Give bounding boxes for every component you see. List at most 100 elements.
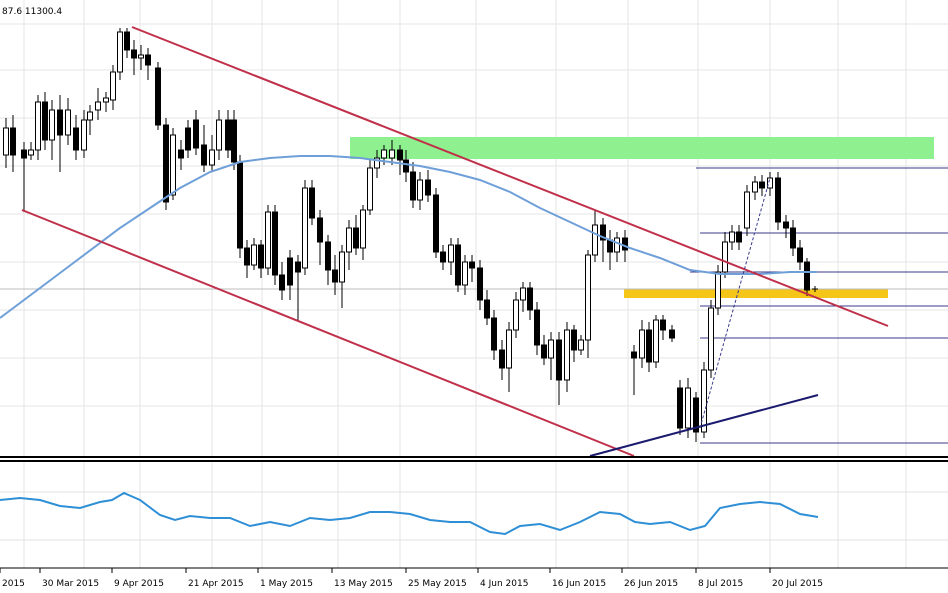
panel-separator: [0, 456, 948, 458]
candle-body: [57, 109, 63, 136]
candle-body: [491, 317, 497, 351]
candle-body: [790, 227, 796, 249]
bull-candle: [520, 282, 526, 312]
candle-body: [381, 149, 387, 159]
candle-body: [571, 329, 577, 351]
bear-candle: [317, 210, 323, 265]
bear-candle: [677, 380, 683, 435]
bear-candle: [397, 145, 403, 175]
x-tick-label: 16 Jun 2015: [552, 579, 606, 589]
candle-body: [117, 31, 123, 73]
bear-candle: [403, 150, 409, 182]
candle-body: [513, 299, 519, 331]
bull-candle: [170, 128, 176, 200]
bear-candle: [736, 225, 742, 250]
bull-candle: [578, 335, 584, 355]
candle-body: [317, 217, 323, 243]
channel-lower-line: [21, 209, 635, 457]
support-zone: [624, 289, 888, 298]
candle-body: [185, 127, 191, 151]
bear-candle: [73, 115, 79, 160]
candle-body: [534, 309, 540, 346]
oscillator-line: [0, 491, 819, 536]
bull-candle: [209, 135, 215, 172]
bear-candle: [469, 255, 475, 282]
bull-candle: [138, 45, 144, 70]
x-tick-label: 30 Mar 2015: [42, 579, 99, 589]
bull-candle: [360, 205, 366, 260]
x-tick-label: 25 May 2015: [408, 579, 467, 589]
bear-candle: [660, 315, 666, 340]
bull-candle: [110, 65, 116, 110]
candle-body: [775, 177, 781, 223]
bear-candle: [631, 345, 637, 395]
candle-body: [21, 149, 27, 159]
bull-candle: [346, 220, 352, 270]
bear-candle: [783, 215, 789, 238]
candle-body: [374, 157, 380, 169]
horizontal-levels: [0, 167, 948, 444]
candle-body: [548, 339, 554, 359]
bear-candle: [440, 245, 446, 270]
candle-body: [693, 397, 699, 433]
x-tick-label: 13 May 2015: [334, 579, 393, 589]
x-tick-label: 8 Jul 2015: [698, 579, 743, 589]
candle-body: [425, 179, 431, 196]
x-tick-label: 4 Jun 2015: [480, 579, 528, 589]
bear-candle: [759, 175, 765, 196]
candle-body: [360, 209, 366, 249]
bull-candle: [95, 88, 101, 120]
bull-candle: [81, 110, 87, 158]
bull-candle: [103, 92, 109, 112]
candle-body: [279, 274, 285, 291]
chart-overlays: [0, 26, 889, 457]
candle-body: [201, 144, 207, 166]
bear-candle: [244, 240, 250, 278]
candle-body: [469, 261, 475, 269]
candle-body: [783, 221, 789, 229]
bear-candle: [332, 255, 338, 295]
candle-body: [397, 149, 403, 161]
channel-upper-line: [131, 26, 889, 327]
bull-candle: [265, 205, 271, 275]
candle-body: [607, 239, 613, 253]
candle-body: [592, 224, 598, 256]
candle-body: [804, 261, 810, 291]
x-axis-tick-labels: 2015 30 Mar 2015 9 Apr 2015 21 Apr 2015 1 Ma…: [0, 568, 823, 589]
bear-candle: [541, 335, 547, 365]
candle-body: [287, 257, 293, 286]
uptrend-line: [589, 394, 819, 457]
bull-candle: [767, 172, 773, 196]
bear-candle: [646, 322, 652, 372]
candle-body: [564, 329, 570, 381]
bear-candle: [178, 140, 184, 170]
bear-candle: [145, 48, 151, 80]
candle-body: [448, 244, 454, 263]
bull-candle: [685, 378, 691, 438]
bear-candle: [425, 170, 431, 202]
price-zones: [350, 137, 934, 298]
candle-body: [124, 31, 130, 51]
candle-body: [722, 241, 728, 273]
bear-candle: [287, 250, 293, 300]
candle-body: [477, 267, 483, 301]
bull-candle: [564, 322, 570, 392]
chart-grid: [0, 0, 948, 568]
bear-candle: [131, 40, 137, 75]
candle-body: [42, 101, 48, 141]
bear-candle: [484, 290, 490, 325]
bull-candle: [389, 140, 395, 165]
candle-body: [309, 187, 315, 219]
candle-body: [556, 339, 562, 381]
candle-body: [325, 241, 331, 271]
candle-body: [272, 211, 278, 276]
bear-candle: [42, 92, 48, 150]
candle-body: [631, 351, 637, 359]
candle-body: [729, 231, 735, 243]
candle-body: [145, 54, 151, 66]
candle-body: [506, 329, 512, 369]
moving-average-line: [0, 155, 817, 319]
candle-body: [225, 119, 231, 151]
candle-body: [797, 247, 803, 263]
candle-body: [367, 167, 373, 211]
